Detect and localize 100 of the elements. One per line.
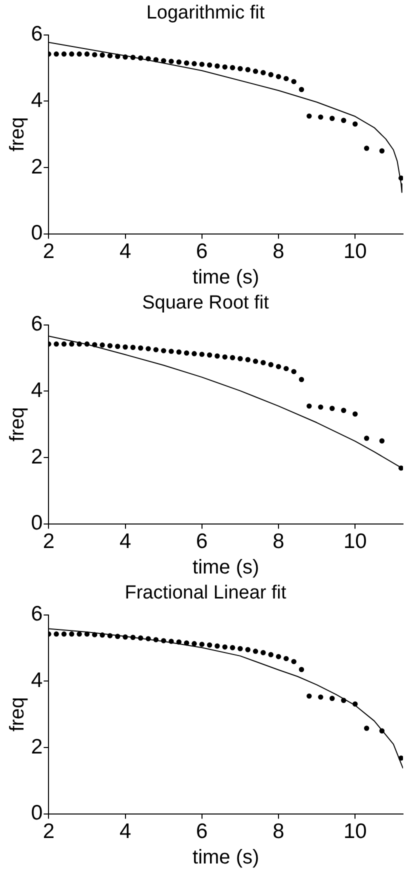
x-tick-label: 6 [196,240,208,264]
point [230,355,236,360]
y-axis-title: freq [6,407,29,442]
point [146,56,151,62]
y-tick-label: 6 [30,602,43,626]
point [84,51,90,57]
point [252,358,258,364]
point [291,368,296,374]
point [61,341,67,347]
point [146,636,151,642]
x-tick-label: 6 [196,530,208,554]
point [306,403,312,409]
point [398,755,403,761]
point [260,360,266,366]
point [160,58,166,64]
point [176,639,182,645]
x-tick-label: 8 [272,820,284,844]
point [298,376,304,382]
point [192,351,197,356]
x-tick-label: 4 [119,240,132,264]
point [160,638,166,644]
point [69,341,74,347]
point [364,436,370,441]
point [84,631,90,637]
point [92,342,98,348]
point [100,52,105,58]
point [61,631,67,637]
point [276,364,282,370]
point [138,635,144,641]
point [122,634,128,640]
point [176,59,182,65]
point [115,54,120,59]
point [230,645,236,650]
chart-title: Fractional Linear fit [124,582,288,604]
point [54,631,59,637]
point [76,341,82,347]
point [284,366,289,372]
point [192,641,197,646]
x-tick-label: 6 [196,820,208,844]
y-tick-label: 4 [30,88,43,112]
point [352,121,358,127]
point [260,650,266,656]
point [54,341,59,347]
point [330,406,335,411]
point [199,62,204,67]
y-tick-label: 0 [30,802,43,825]
point [153,637,159,642]
point [276,654,282,660]
point [184,60,190,66]
x-axis-title: time (s) [192,266,260,289]
point [352,411,358,417]
point [306,693,312,699]
point [341,118,346,123]
point [260,70,266,76]
point [138,345,144,351]
point [184,350,190,356]
point [379,438,385,444]
point [291,658,296,664]
point [222,64,228,70]
point [69,631,74,637]
x-axis-title: time (s) [192,556,260,579]
point [352,701,358,707]
point [130,54,136,60]
point [379,148,385,154]
point [364,726,370,731]
point [318,694,324,700]
point [379,728,385,734]
point [238,66,243,72]
point [222,354,228,360]
point [130,344,136,350]
point [76,51,82,57]
point [276,74,282,80]
point [54,51,59,57]
point [184,640,190,646]
point [268,652,274,658]
point [100,632,105,638]
point [168,638,174,644]
point [107,343,113,348]
point [230,65,236,70]
y-axis-title: freq [6,117,29,152]
point [268,72,274,78]
point [153,347,159,352]
y-tick-label: 2 [30,735,43,758]
point [168,58,174,64]
y-tick-label: 2 [30,445,43,468]
point [206,642,212,648]
point [76,631,82,637]
y-tick-label: 6 [30,312,43,336]
point [122,344,128,350]
x-axis-title: time (s) [192,846,260,869]
point [206,352,212,358]
point [160,348,166,354]
point [238,646,243,652]
point [364,146,370,151]
y-tick-label: 0 [30,222,43,245]
point [115,634,120,639]
point [252,68,258,74]
chart-title: Logarithmic fit [146,2,266,24]
y-tick-label: 4 [30,668,43,692]
y-axis-title: freq [6,697,29,732]
